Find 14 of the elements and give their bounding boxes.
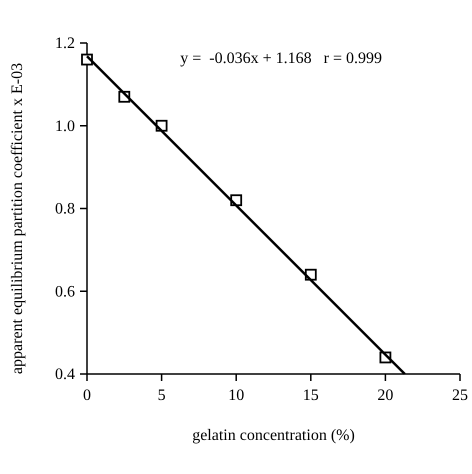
x-tick-label: 25 xyxy=(452,387,468,404)
y-tick-label: 1.2 xyxy=(55,35,75,52)
annotation: y = -0.036x + 1.168 r = 0.999 xyxy=(180,50,382,67)
y-tick-label: 1.0 xyxy=(55,118,75,135)
x-tick-label: 20 xyxy=(377,387,394,404)
y-tick-label: 0.8 xyxy=(55,200,75,218)
x-tick-label: 15 xyxy=(302,387,319,404)
y-axis-title: apparent equilibrium partition coefficient x E-03 xyxy=(9,62,26,374)
x-tick-label: 10 xyxy=(228,387,244,404)
x-tick-label: 5 xyxy=(158,387,166,404)
x-tick-label: 0 xyxy=(83,387,91,404)
x-axis-title: gelatin concentration (%) xyxy=(192,427,355,444)
y-tick-label: 0.6 xyxy=(55,283,75,300)
y-tick-label: 0.4 xyxy=(55,366,75,383)
